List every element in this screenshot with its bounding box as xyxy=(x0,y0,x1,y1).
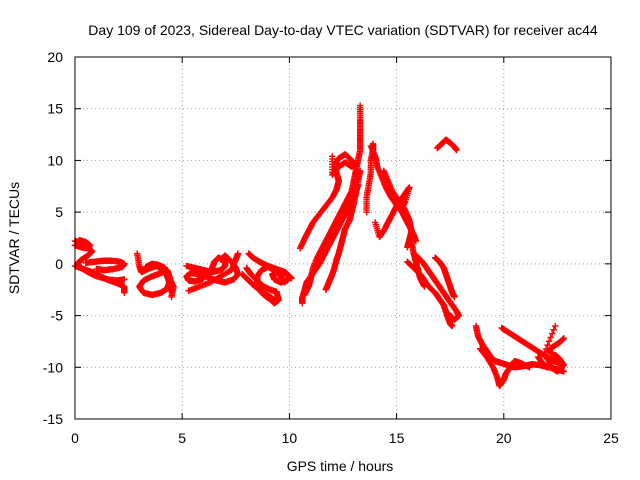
x-tick-labels: 0 5 10 15 20 25 xyxy=(71,430,619,446)
data-point-marker xyxy=(550,326,557,333)
data-point-marker xyxy=(548,330,556,337)
y-tick-label: 0 xyxy=(55,256,63,272)
data-point-marker xyxy=(541,349,548,357)
data-point-marker xyxy=(356,167,364,174)
y-tick-label: 5 xyxy=(55,204,63,220)
series-arc-w xyxy=(434,136,460,154)
series-arc-n xyxy=(296,151,360,252)
series-arc-f xyxy=(142,260,177,301)
data-point-marker xyxy=(266,295,274,303)
x-tick-label: 20 xyxy=(496,430,512,446)
data-point-marker xyxy=(217,256,224,263)
series-arc-h xyxy=(185,250,242,294)
x-tick-label: 10 xyxy=(282,430,298,446)
y-tick-label: 15 xyxy=(47,101,63,117)
y-axis-title: SDTVAR / TECUs xyxy=(6,182,22,294)
data-point-marker xyxy=(542,345,550,353)
series-arc-t xyxy=(404,258,456,330)
data-point-marker xyxy=(560,335,568,342)
x-tick-label: 15 xyxy=(389,430,405,446)
y-tick-label: 10 xyxy=(47,152,63,168)
series-arc-y xyxy=(477,345,533,390)
data-point-marker xyxy=(234,250,242,257)
data-point-marker xyxy=(281,279,289,286)
data-point-marker xyxy=(547,334,554,341)
data-point-marker xyxy=(121,289,128,297)
series-arc-c xyxy=(82,257,128,274)
x-tick-label: 5 xyxy=(178,430,186,446)
series-arc-d xyxy=(71,236,94,252)
series-arc-o xyxy=(322,167,364,293)
data-point-marker xyxy=(526,364,533,371)
data-point-marker xyxy=(121,276,128,283)
data-point-marker xyxy=(544,341,551,349)
data-point-marker xyxy=(93,265,100,273)
series-arc-b xyxy=(71,262,128,297)
data-point-marker xyxy=(76,236,83,244)
data-point-marker xyxy=(447,312,454,319)
series-arc-aa xyxy=(534,322,568,375)
series-arc-k xyxy=(243,264,282,307)
data-point-marker xyxy=(453,146,460,154)
chart-title: Day 109 of 2023, Sidereal Day-to-day VTE… xyxy=(88,22,598,38)
data-point-marker xyxy=(560,368,568,375)
data-point-marker xyxy=(449,322,456,330)
y-tick-label: -15 xyxy=(43,411,63,427)
series-arc-m xyxy=(301,102,364,299)
x-tick-label: 0 xyxy=(71,430,79,446)
data-point-marker xyxy=(552,322,559,330)
data-point-marker xyxy=(545,338,553,345)
y-tick-label: -10 xyxy=(43,359,63,375)
y-tick-label: -5 xyxy=(51,308,64,324)
data-point-marker xyxy=(288,275,295,282)
data-point-marker xyxy=(168,293,175,301)
plot-frame xyxy=(74,56,612,420)
x-axis-title: GPS time / hours xyxy=(287,458,394,474)
data-point-marker xyxy=(451,293,458,301)
data-point-marker xyxy=(329,153,336,160)
data-point-marker xyxy=(356,102,364,109)
series-arc-u xyxy=(410,250,462,323)
y-tick-label: 20 xyxy=(47,49,63,65)
data-points xyxy=(71,102,568,390)
series-arc-v xyxy=(431,254,458,301)
x-tick-label: 25 xyxy=(603,430,619,446)
y-tick-labels: -15 -10 -5 0 5 10 15 20 xyxy=(43,49,63,427)
